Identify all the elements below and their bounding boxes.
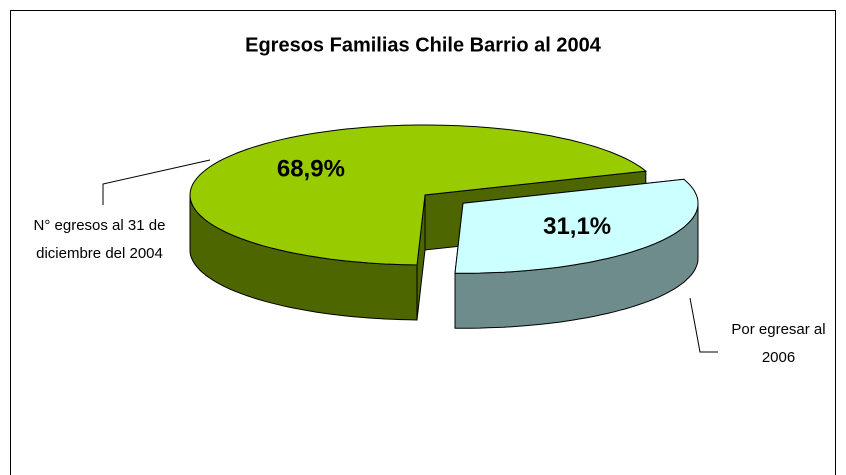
pie <box>189 124 699 329</box>
data-label: 68,9% <box>277 156 345 183</box>
leader-line <box>102 159 211 205</box>
chart-title: Egresos Familias Chile Barrio al 2004 <box>245 34 602 56</box>
slice <box>189 124 648 266</box>
category-label: N° egresos al 31 de diciembre del 2004 <box>33 217 166 262</box>
leader-line <box>689 297 718 353</box>
slice <box>454 178 699 274</box>
category-label: Por egresar al 2006 <box>731 321 826 366</box>
data-label: 31,1% <box>543 213 611 240</box>
